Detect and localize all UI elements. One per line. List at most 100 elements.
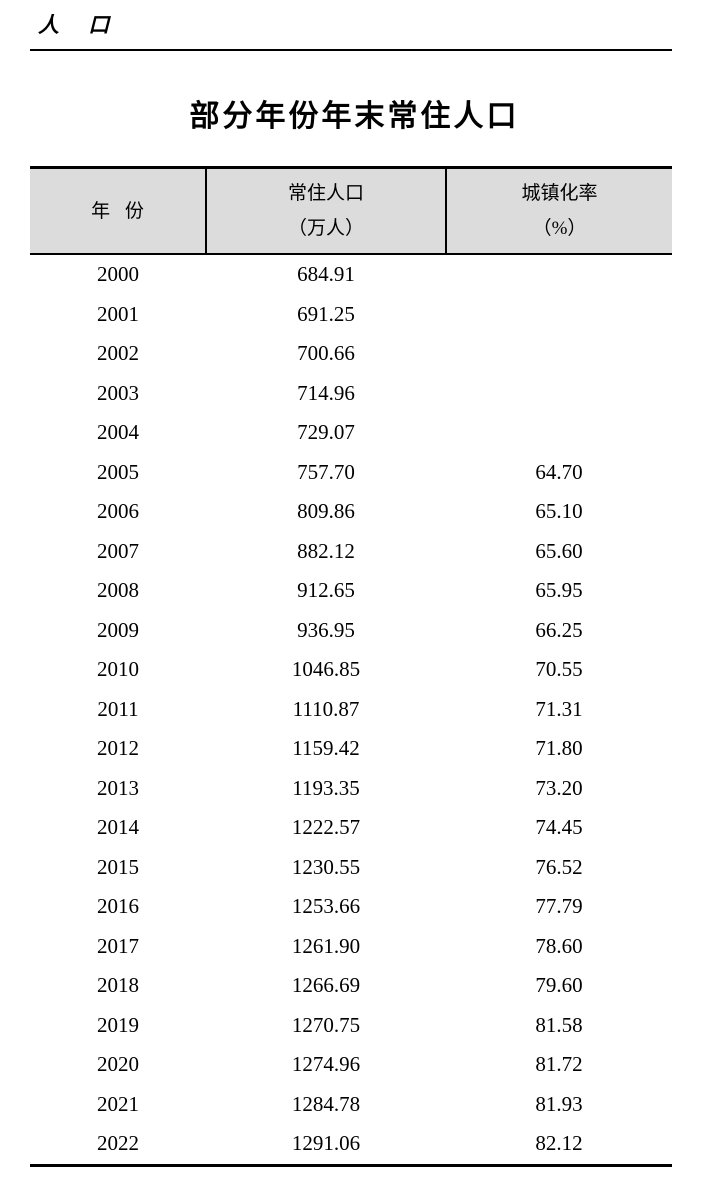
population-cell: 1046.85 [291, 657, 361, 682]
population-cell: 1253.66 [291, 894, 361, 919]
column-header-population: 常住人口 （万人） [205, 167, 446, 254]
year-cell: 2011 [97, 696, 139, 721]
urbanization-rate-cell [446, 254, 672, 295]
urbanization-rate-cell: 78.60 [535, 933, 583, 958]
table-row: 2010 1046.85 70.55 [30, 650, 672, 690]
urbanization-rate-cell: 65.95 [535, 578, 583, 603]
population-cell: 1193.35 [292, 775, 360, 800]
population-cell: 757.70 [297, 459, 355, 484]
table-row: 2009 936.95 66.25 [30, 611, 672, 651]
column-header-year: 年 份 [30, 167, 206, 254]
table-row: 2018 1266.69 79.60 [30, 966, 672, 1006]
urbanization-rate-cell: 73.20 [535, 775, 583, 800]
year-cell: 2021 [97, 1091, 139, 1116]
urbanization-rate-cell: 77.79 [535, 894, 583, 919]
table-header: 年 份 常住人口 （万人） 城镇化率 （%） [30, 167, 672, 254]
urbanization-rate-cell: 71.80 [535, 736, 583, 761]
year-cell: 2003 [97, 380, 139, 405]
year-cell: 2020 [97, 1052, 139, 1077]
table-row: 2005 757.70 64.70 [30, 453, 672, 493]
year-cell: 2019 [97, 1012, 139, 1037]
table-header-row: 年 份 常住人口 （万人） 城镇化率 （%） [30, 167, 672, 254]
year-cell: 2022 [97, 1131, 139, 1156]
year-cell: 2006 [97, 499, 139, 524]
year-cell: 2009 [97, 617, 139, 642]
urbanization-rate-cell: 66.25 [535, 617, 583, 642]
urbanization-rate-cell: 81.72 [535, 1052, 583, 1077]
population-cell: 1270.75 [291, 1012, 361, 1037]
year-cell: 2018 [97, 973, 139, 998]
population-cell: 700.66 [297, 341, 355, 366]
table-row: 2004 729.07 [30, 413, 672, 453]
urbanization-rate-cell [446, 374, 672, 414]
table-row: 2012 1159.42 71.80 [30, 729, 672, 769]
population-cell: 1274.96 [291, 1052, 361, 1077]
table-row: 2013 1193.35 73.20 [30, 769, 672, 809]
population-cell: 809.86 [297, 499, 355, 524]
urbanization-rate-cell: 82.12 [535, 1131, 583, 1156]
population-cell: 936.95 [297, 617, 355, 642]
table-row: 2021 1284.78 81.93 [30, 1085, 672, 1125]
population-cell: 882.12 [297, 538, 355, 563]
table-row: 2003 714.96 [30, 374, 672, 414]
population-cell: 729.07 [297, 420, 355, 445]
section-label: 人 口 [38, 13, 111, 37]
year-cell: 2000 [97, 262, 139, 287]
table-title: 部分年份年末常住人口 [189, 100, 520, 133]
year-cell: 2002 [97, 341, 139, 366]
population-cell: 1266.69 [291, 973, 361, 998]
year-cell: 2014 [97, 815, 139, 840]
column-header-year-label: 年 份 [91, 200, 144, 222]
urbanization-rate-cell: 64.70 [535, 459, 583, 484]
year-cell: 2015 [97, 854, 139, 879]
column-header-urbanization-rate: 城镇化率 （%） [445, 167, 672, 254]
year-cell: 2012 [97, 736, 139, 761]
population-table: 年 份 常住人口 （万人） 城镇化率 （%） 2000 684.91 2001 … [30, 166, 672, 1167]
population-cell: 1222.57 [291, 815, 361, 840]
population-cell: 714.96 [297, 380, 355, 405]
column-header-population-label: 常住人口 [287, 183, 364, 204]
year-cell: 2005 [97, 459, 139, 484]
table-body: 2000 684.91 2001 691.25 2002 700.66 2003… [30, 254, 672, 1165]
year-cell: 2007 [97, 538, 139, 563]
urbanization-rate-cell: 65.10 [535, 499, 583, 524]
table-row: 2007 882.12 65.60 [30, 532, 672, 572]
table-row: 2022 1291.06 82.12 [30, 1124, 672, 1165]
table-row: 2008 912.65 65.95 [30, 571, 672, 611]
urbanization-rate-cell: 71.31 [535, 696, 583, 721]
urbanization-rate-cell: 81.93 [535, 1091, 583, 1116]
population-cell: 1261.90 [291, 933, 361, 958]
urbanization-rate-cell: 79.60 [535, 973, 583, 998]
column-header-urbanization-rate-unit: （%） [532, 218, 587, 239]
urbanization-rate-cell: 70.55 [535, 657, 583, 682]
header-rule [30, 49, 672, 51]
year-cell: 2016 [97, 894, 139, 919]
urbanization-rate-cell [446, 413, 672, 453]
table-row: 2017 1261.90 78.60 [30, 927, 672, 967]
year-cell: 2013 [97, 775, 139, 800]
table-row: 2020 1274.96 81.72 [30, 1045, 672, 1085]
year-cell: 2004 [97, 420, 139, 445]
year-cell: 2008 [97, 578, 139, 603]
table-row: 2016 1253.66 77.79 [30, 887, 672, 927]
population-cell: 691.25 [297, 301, 355, 326]
population-cell: 1230.55 [291, 854, 361, 879]
urbanization-rate-cell [446, 334, 672, 374]
table-row: 2019 1270.75 81.58 [30, 1006, 672, 1046]
table-row: 2006 809.86 65.10 [30, 492, 672, 532]
table-row: 2015 1230.55 76.52 [30, 848, 672, 888]
population-cell: 1291.06 [291, 1131, 361, 1156]
year-cell: 2010 [97, 657, 139, 682]
table-row: 2001 691.25 [30, 295, 672, 335]
table-row: 2011 1110.87 71.31 [30, 690, 672, 730]
year-cell: 2001 [97, 301, 139, 326]
population-cell: 1284.78 [291, 1091, 361, 1116]
population-cell: 684.91 [297, 262, 355, 287]
urbanization-rate-cell: 65.60 [535, 538, 583, 563]
table-row: 2014 1222.57 74.45 [30, 808, 672, 848]
column-header-population-unit: （万人） [287, 218, 364, 239]
population-cell: 912.65 [297, 578, 355, 603]
table-row: 2000 684.91 [30, 254, 672, 295]
population-cell: 1159.42 [292, 736, 360, 761]
